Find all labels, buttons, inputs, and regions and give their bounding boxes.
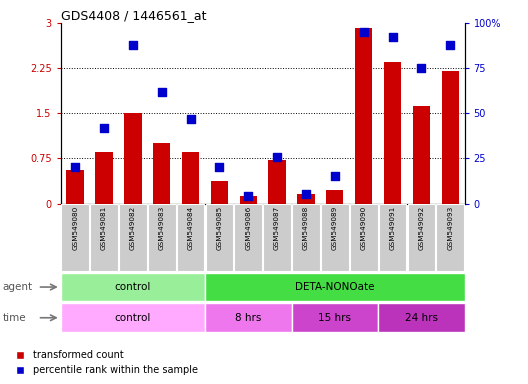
Text: agent: agent: [3, 282, 33, 292]
FancyBboxPatch shape: [61, 204, 89, 271]
Text: GSM549088: GSM549088: [303, 206, 309, 250]
Text: 15 hrs: 15 hrs: [318, 313, 351, 323]
Legend: transformed count, percentile rank within the sample: transformed count, percentile rank withi…: [15, 351, 198, 375]
Bar: [61, 273, 205, 301]
Text: GDS4408 / 1446561_at: GDS4408 / 1446561_at: [61, 9, 206, 22]
FancyBboxPatch shape: [321, 204, 348, 271]
Bar: [124, 113, 142, 204]
Text: GSM549083: GSM549083: [159, 206, 165, 250]
Bar: [384, 62, 401, 204]
FancyBboxPatch shape: [234, 204, 262, 271]
Bar: [205, 273, 465, 301]
Bar: [413, 106, 430, 204]
Bar: [268, 160, 286, 204]
Point: [71, 164, 79, 170]
Text: GSM549089: GSM549089: [332, 206, 338, 250]
FancyBboxPatch shape: [148, 204, 175, 271]
Text: 24 hrs: 24 hrs: [405, 313, 438, 323]
Bar: [326, 190, 343, 204]
Point: [331, 174, 339, 180]
Point: [244, 193, 252, 199]
Text: GSM549085: GSM549085: [216, 206, 222, 250]
Point: [301, 192, 310, 198]
Point: [388, 35, 397, 41]
Bar: [153, 143, 171, 204]
Bar: [441, 71, 459, 204]
FancyBboxPatch shape: [119, 204, 147, 271]
Text: control: control: [115, 282, 151, 292]
Bar: [205, 303, 291, 332]
Bar: [61, 303, 205, 332]
Bar: [297, 195, 315, 204]
Bar: [96, 152, 112, 204]
Point: [360, 29, 368, 35]
FancyBboxPatch shape: [205, 204, 233, 271]
Bar: [378, 303, 465, 332]
FancyBboxPatch shape: [408, 204, 435, 271]
Point: [157, 89, 166, 95]
Bar: [291, 303, 378, 332]
Text: control: control: [115, 313, 151, 323]
FancyBboxPatch shape: [292, 204, 320, 271]
Text: time: time: [3, 313, 26, 323]
Bar: [182, 152, 199, 204]
FancyBboxPatch shape: [177, 204, 204, 271]
Point: [129, 41, 137, 48]
FancyBboxPatch shape: [379, 204, 407, 271]
Text: GSM549093: GSM549093: [447, 206, 453, 250]
Point: [417, 65, 426, 71]
Text: GSM549090: GSM549090: [361, 206, 366, 250]
Point: [273, 154, 281, 160]
Point: [446, 41, 455, 48]
Text: GSM549082: GSM549082: [130, 206, 136, 250]
Text: GSM549084: GSM549084: [187, 206, 194, 250]
Text: DETA-NONOate: DETA-NONOate: [295, 282, 374, 292]
FancyBboxPatch shape: [436, 204, 464, 271]
Bar: [67, 170, 84, 204]
Text: GSM549081: GSM549081: [101, 206, 107, 250]
Text: GSM549091: GSM549091: [390, 206, 395, 250]
Bar: [211, 180, 228, 204]
Text: GSM549092: GSM549092: [418, 206, 425, 250]
Point: [100, 125, 108, 131]
Bar: [240, 196, 257, 204]
Point: [215, 164, 224, 170]
Text: GSM549087: GSM549087: [274, 206, 280, 250]
Point: [186, 116, 195, 122]
FancyBboxPatch shape: [90, 204, 118, 271]
FancyBboxPatch shape: [263, 204, 291, 271]
Text: GSM549086: GSM549086: [245, 206, 251, 250]
FancyBboxPatch shape: [350, 204, 378, 271]
Text: GSM549080: GSM549080: [72, 206, 78, 250]
Bar: [355, 28, 372, 204]
Text: 8 hrs: 8 hrs: [235, 313, 261, 323]
